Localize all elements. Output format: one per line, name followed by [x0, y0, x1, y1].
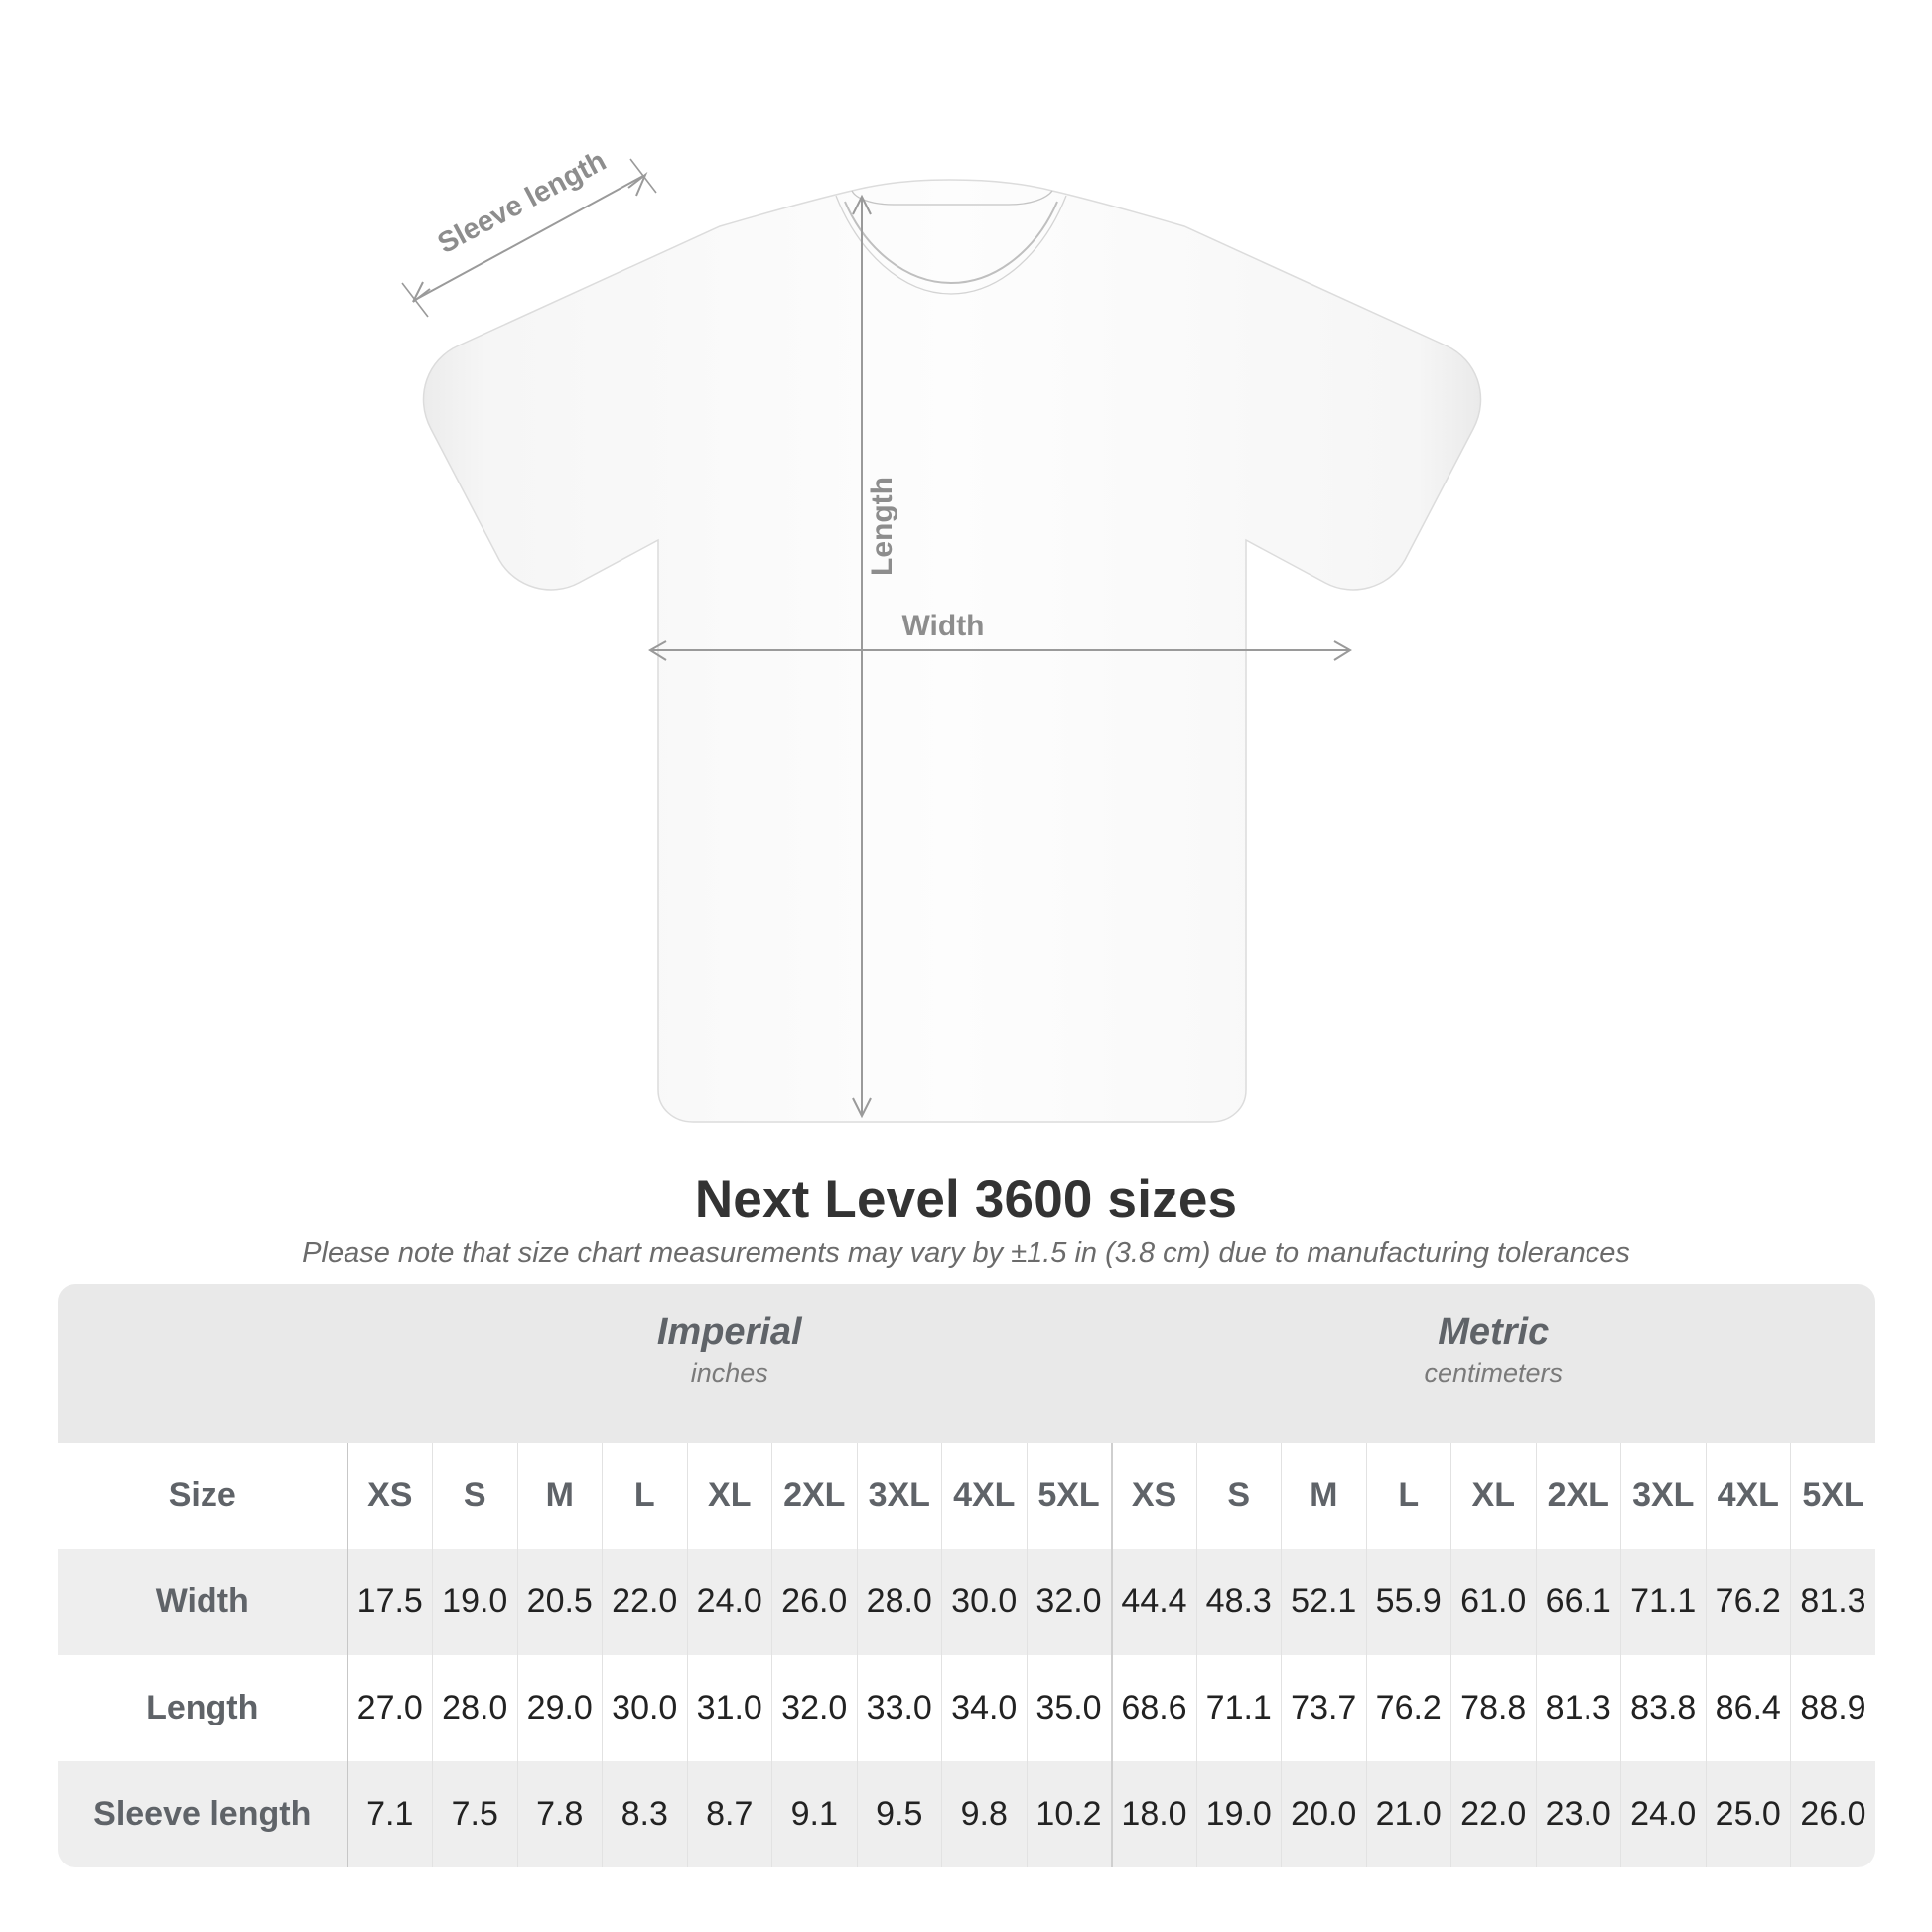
svg-text:Width: Width: [901, 610, 984, 642]
svg-text:Sleeve length: Sleeve length: [433, 145, 612, 260]
svg-text:Length: Length: [866, 477, 898, 576]
